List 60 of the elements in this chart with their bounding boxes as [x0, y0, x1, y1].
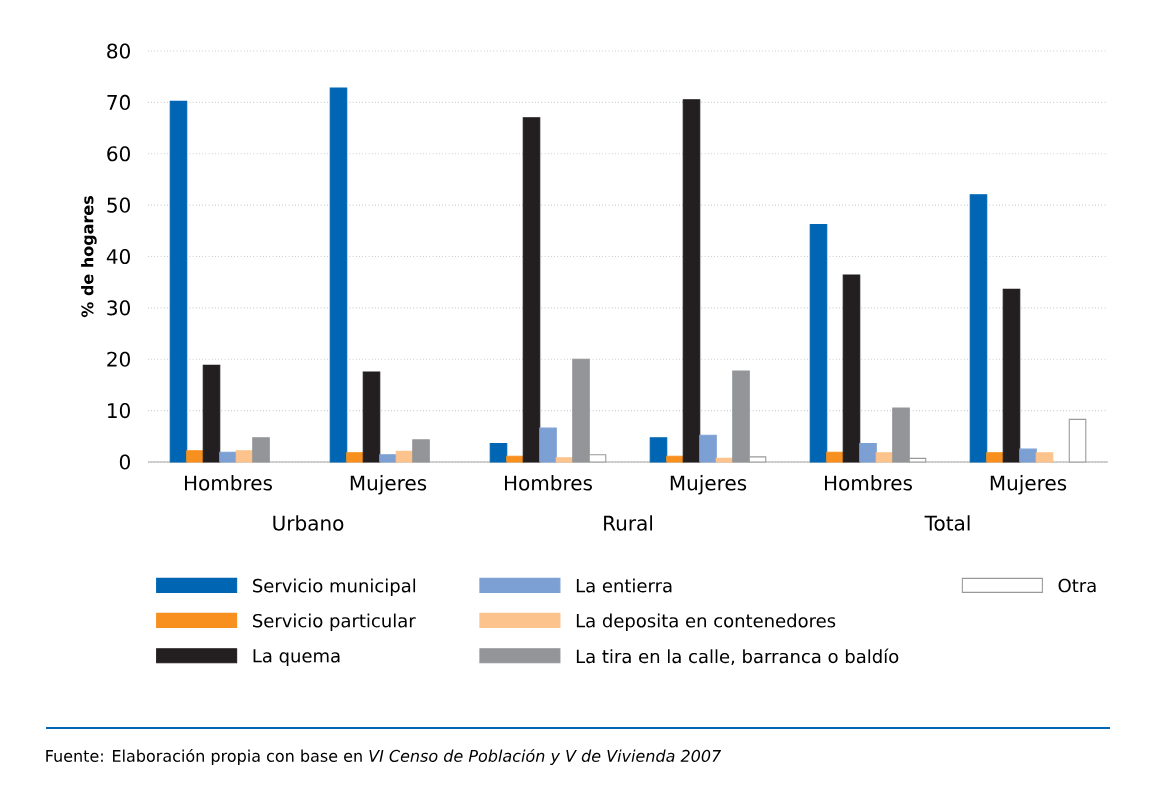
bar: [1019, 448, 1037, 463]
bar: [809, 224, 828, 463]
x-tick-label: Mujeres: [350, 475, 427, 495]
legend-label: La tira en la calle, barranca o baldío: [576, 648, 899, 666]
bar: [235, 450, 254, 463]
text: Total: [924, 515, 970, 531]
x-tick-label: Mujeres: [670, 475, 747, 495]
bar: [379, 454, 397, 463]
bar: [699, 434, 717, 463]
bar: [1035, 452, 1054, 463]
x-tick-label: Hombres: [824, 475, 913, 491]
text: Rural: [604, 515, 653, 531]
text: Urbano: [273, 515, 344, 531]
bar: [682, 99, 701, 463]
x-tick-label: Hombres: [184, 475, 273, 491]
bar: [1002, 288, 1021, 463]
bar: [186, 450, 204, 463]
bar: [539, 427, 557, 463]
legend-label: La quema: [253, 649, 340, 667]
y-tick-label: 50: [107, 197, 130, 213]
bar: [715, 457, 734, 463]
bar: [395, 450, 414, 463]
bar: [169, 100, 188, 463]
y-tick-label: 70: [107, 94, 130, 110]
bar: [489, 442, 508, 463]
bar: [346, 452, 364, 463]
bar: [362, 371, 381, 463]
y-tick-label: 40: [106, 248, 130, 265]
bar: [969, 194, 988, 463]
x-tick-label: Hombres: [504, 475, 593, 491]
source-note: Fuente: Elaboración propia con base en VI Censo de Población y V de Vivienda 2007: [46, 748, 722, 766]
bar: [252, 437, 270, 463]
bar: [986, 452, 1004, 463]
y-tick-label: 20: [107, 351, 130, 367]
bar: [555, 457, 574, 463]
legend-label: Otra: [1058, 578, 1096, 593]
x-tick-label: Mujeres: [990, 475, 1067, 495]
bar: [202, 364, 221, 463]
legend-label: La entierra: [576, 578, 672, 593]
bar: [329, 87, 348, 463]
bar: [842, 274, 861, 463]
y-tick-label: 10: [108, 403, 130, 419]
bar: [219, 451, 237, 463]
bar: [522, 117, 541, 463]
y-tick-label: 0: [119, 454, 130, 470]
y-tick-label: 60: [107, 146, 130, 162]
legend-label: La deposita en contenedores: [576, 613, 836, 631]
bar: [666, 455, 684, 463]
bar: [826, 451, 844, 463]
legend-label: Servicio municipal: [253, 578, 416, 596]
legend-label: Servicio particular: [253, 613, 416, 631]
bar: [1068, 418, 1087, 463]
bar: [506, 455, 524, 463]
y-axis-title: % de hogares: [81, 196, 97, 318]
bar: [412, 439, 430, 463]
bar: [875, 452, 894, 463]
bar: [649, 437, 668, 463]
bar: [859, 442, 877, 463]
y-tick-label: 30: [107, 300, 130, 316]
y-tick-label: 80: [107, 43, 130, 59]
